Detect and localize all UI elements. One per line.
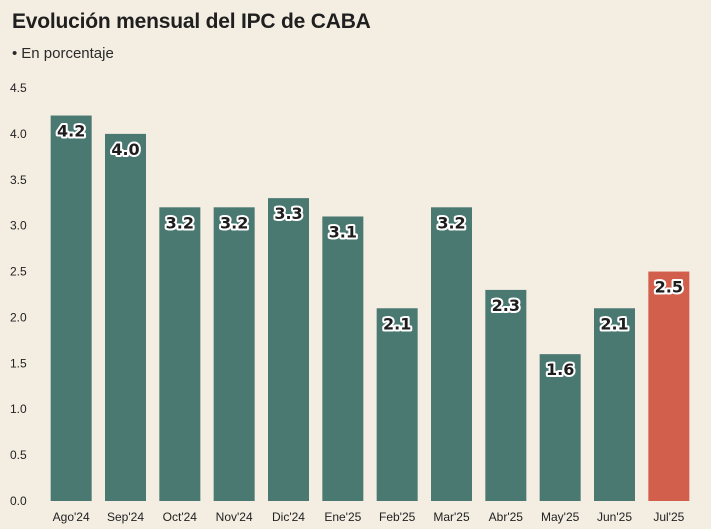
bar [431, 207, 472, 502]
bar [648, 271, 690, 501]
chart-title: Evolución mensual del IPC de CABA [12, 10, 371, 33]
y-tick-label: 2.5 [10, 265, 27, 279]
x-tick-label: Mar'25 [433, 510, 470, 524]
x-tick-label: Jul'25 [653, 510, 684, 524]
y-tick-label: 0.0 [10, 494, 27, 508]
bar [268, 198, 309, 501]
data-label: 2.3 [492, 296, 520, 315]
x-tick-label: Ene'25 [324, 510, 361, 524]
y-tick-label: 3.0 [10, 219, 27, 233]
x-tick-label: Jun'25 [597, 510, 632, 524]
y-tick-label: 0.5 [10, 448, 27, 462]
data-label: 3.1 [329, 222, 357, 241]
x-tick-label: Dic'24 [272, 510, 305, 524]
bar [539, 354, 581, 501]
x-tick-label: Nov'24 [216, 510, 253, 524]
bar [213, 207, 255, 502]
y-tick-label: 3.5 [10, 173, 27, 187]
x-tick-label: Ago'24 [53, 510, 90, 524]
bar [485, 289, 527, 501]
y-tick-label: 1.0 [10, 402, 27, 416]
data-label: 2.5 [655, 278, 683, 297]
x-tick-label: May'25 [541, 510, 580, 524]
bar [594, 308, 635, 501]
data-label: 2.1 [383, 314, 411, 333]
data-label: 2.1 [600, 314, 628, 333]
data-labels: 4.2 4.0 3.2 3.2 3.3 3.1 2.1 3.2 2.3 1.6 2.1 2.5 [55, 120, 685, 382]
x-tick-label: Feb'25 [379, 510, 416, 524]
y-tick-label: 2.0 [10, 310, 27, 324]
data-label: 3.2 [437, 213, 465, 232]
x-tick-label: Oct'24 [163, 510, 198, 524]
data-label: 3.2 [220, 213, 248, 232]
subtitle-text: En porcentaje [21, 45, 114, 62]
y-tick-label: 4.5 [10, 81, 27, 95]
x-tick-label: Abr'25 [489, 510, 524, 524]
bars [50, 115, 690, 502]
bar [376, 308, 418, 501]
bar [50, 115, 92, 502]
y-tick-label: 4.0 [10, 127, 27, 141]
x-tick-label: Sep'24 [107, 510, 144, 524]
data-label: 3.2 [166, 213, 194, 232]
bar [322, 216, 364, 501]
data-label: 1.6 [546, 360, 574, 379]
y-tick-label: 1.5 [10, 356, 27, 370]
x-axis: Ago'24 Sep'24 Oct'24 Nov'24 Dic'24 Ene'25 Feb'… [53, 510, 685, 524]
data-label: 3.3 [274, 204, 302, 223]
bar [159, 207, 201, 502]
data-label: 4.2 [57, 122, 85, 141]
data-label: 4.0 [111, 140, 139, 159]
y-axis: 0.0 0.5 1.0 1.5 2.0 2.5 3.0 3.5 4.0 4.5 [10, 81, 27, 508]
subtitle-bullet: • [12, 45, 18, 62]
bar [105, 133, 146, 501]
chart-subtitle: • En porcentaje [12, 45, 114, 62]
